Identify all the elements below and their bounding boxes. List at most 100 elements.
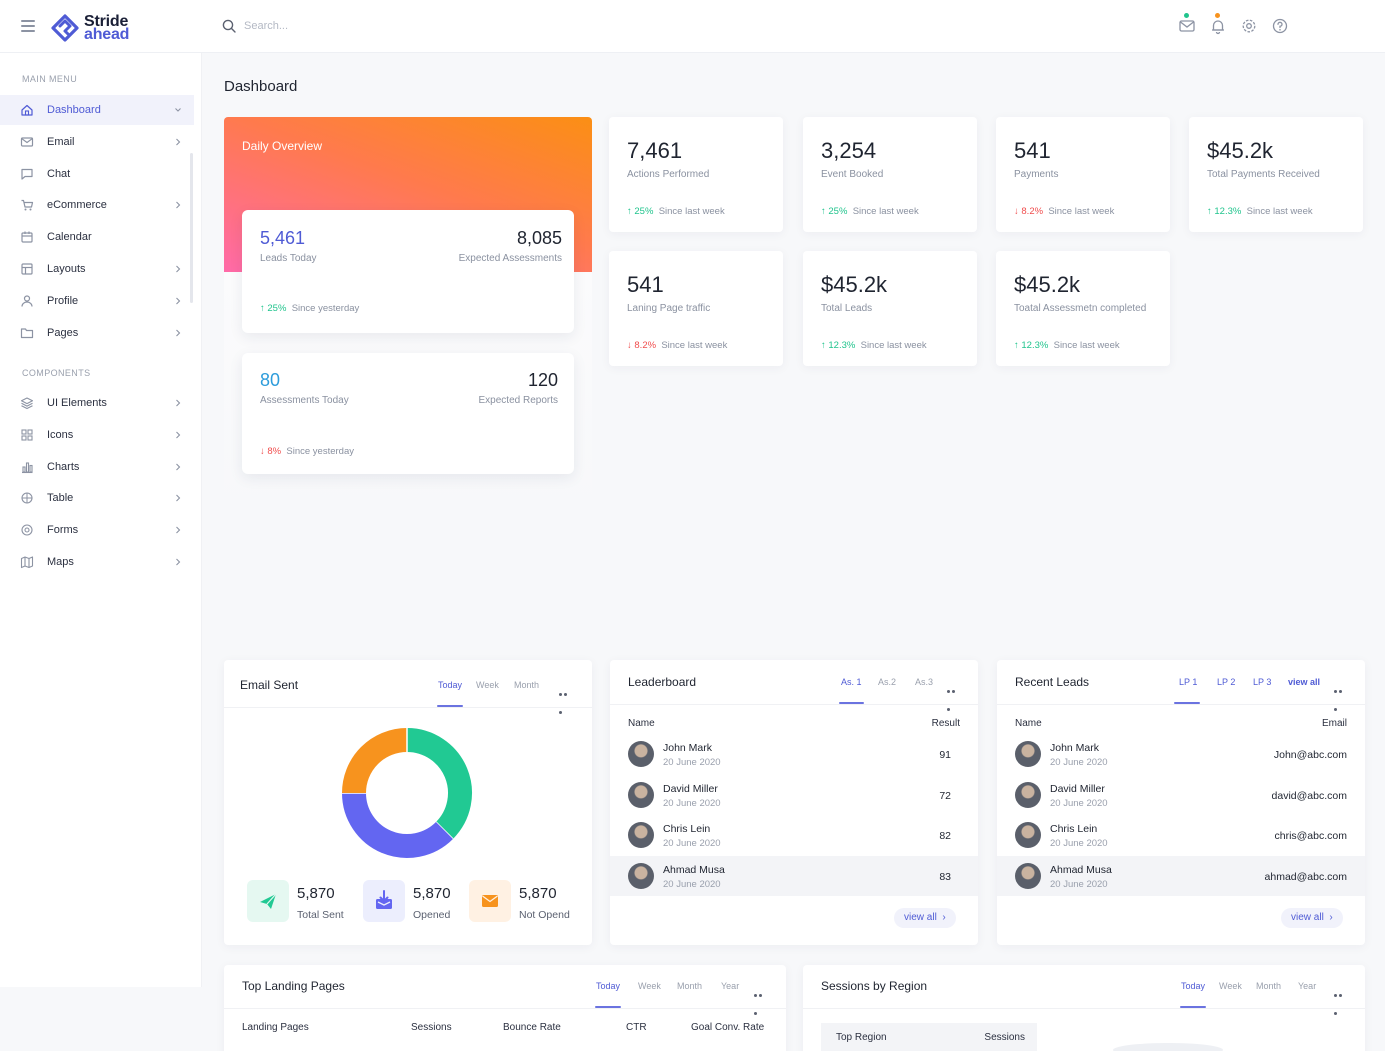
sidebar-item-label: Dashboard [47,104,101,116]
chevron-right-icon [176,399,181,407]
sidebar-item-ecommerce[interactable]: eCommerce [0,190,194,220]
expected-reports-label: Expected Reports [478,395,559,406]
bell-icon[interactable] [1209,17,1227,35]
table-icon [21,492,33,504]
page-title: Dashboard [224,78,298,95]
tab-year[interactable]: Year [1298,981,1317,991]
sidebar-item-dashboard[interactable]: Dashboard [0,95,194,125]
table-row[interactable]: Chris Lein 20 June 2020 82 [610,815,978,855]
table-row[interactable]: John Mark 20 June 2020 91 [610,734,978,774]
view-all-button[interactable]: view all › [894,908,956,928]
table-row[interactable]: Chris Lein 20 June 2020 chris@abc.com [997,815,1365,855]
tab-view-all[interactable]: view all [1288,677,1321,687]
stat-value: $45.2k [821,272,888,297]
tab-as3[interactable]: As.3 [915,677,934,687]
tab-today[interactable]: Today [438,680,463,690]
row-date: 20 June 2020 [663,797,721,809]
stat-trend: ↓ 8.2% Since last week [627,340,727,351]
row-result: 82 [939,830,951,842]
opened-value: 5,870 [413,885,451,902]
sidebar-item-profile[interactable]: Profile [0,286,194,316]
tab-week[interactable]: Week [638,981,661,991]
leaderboard-panel: Leaderboard As. 1 As.2 As.3 Name Result … [610,660,978,945]
sidebar-item-pages[interactable]: Pages [0,318,194,348]
avatar [1015,862,1041,889]
user-icon [21,295,33,307]
trend-text: Since yesterday [291,303,360,314]
tab-today[interactable]: Today [1181,981,1206,991]
assessments-today-label: Assessments Today [260,395,349,406]
tab-month[interactable]: Month [1256,981,1282,991]
sidebar-item-forms[interactable]: Forms [0,515,194,545]
stat-label: Total Payments Received [1207,169,1320,180]
active-tab-indicator [595,1006,621,1008]
active-tab-indicator [437,705,463,707]
sidebar-item-icons[interactable]: Icons [0,420,194,450]
view-all-button[interactable]: view all › [1281,908,1343,928]
avatar [628,822,654,848]
tab-week[interactable]: Week [1219,981,1242,991]
search-input[interactable] [244,16,484,36]
sidebar-item-label: Chat [47,167,71,180]
stat-note: Since last week [1246,206,1313,217]
bell-badge [1215,13,1220,18]
mail-icon[interactable] [1178,17,1196,35]
active-tab-indicator [1180,1006,1206,1008]
sidebar-item-charts[interactable]: Charts [0,452,194,482]
tab-today[interactable]: Today [596,981,621,991]
ctr-column-header: CTR [626,1022,647,1033]
sidebar-item-calendar[interactable]: Calendar [0,222,194,252]
sidebar-item-layouts[interactable]: Layouts [0,254,194,284]
table-row[interactable]: Ahmad Musa 20 June 2020 83 [610,855,978,896]
stat-trend: ↑ 12.3% Since last week [821,340,927,351]
stat-change: 12.3% [828,340,856,351]
trend-down-icon: ↓ [1014,206,1019,217]
more-icon[interactable] [559,683,573,714]
more-icon[interactable] [1334,984,1348,1015]
tab-lp2[interactable]: LP 2 [1217,677,1236,687]
more-icon[interactable] [1334,680,1348,711]
tab-month[interactable]: Month [514,680,540,690]
more-icon[interactable] [754,984,768,1015]
row-date: 20 June 2020 [663,838,721,849]
table-row[interactable]: John Mark 20 June 2020 John@abc.com [997,734,1365,774]
stat-change: 12.3% [1021,340,1049,351]
view-all-label: view all [904,912,937,923]
gear-icon[interactable] [1240,17,1258,35]
tab-month[interactable]: Month [677,981,703,991]
table-row[interactable]: David Miller 20 June 2020 72 [610,775,978,815]
sidebar-scrollbar[interactable] [190,153,193,303]
mail-icon [20,137,34,147]
more-icon[interactable] [947,680,961,711]
sidebar-item-label: Charts [47,460,80,473]
home-icon [21,104,33,116]
sidebar-item-email[interactable]: Email [0,127,194,157]
table-row[interactable]: David Miller 20 June 2020 david@abc.com [997,775,1365,815]
tab-lp1[interactable]: LP 1 [1179,677,1198,687]
total-sent-value: 5,870 [297,885,335,902]
tab-as1[interactable]: As. 1 [841,677,862,687]
stat-label: Payments [1014,169,1059,180]
tab-year[interactable]: Year [721,981,740,991]
stat-change: 12.3% [1214,206,1242,217]
stat-note: Since last week [1053,340,1120,351]
logo-line2: ahead [84,26,130,43]
sidebar-item-chat[interactable]: Chat [0,159,194,189]
stat-value: $45.2k [1014,272,1081,297]
sessions-region-panel: Sessions by Region Today Week Month Year… [803,965,1365,1051]
table-row[interactable]: Ahmad Musa 20 June 2020 ahmad@abc.com [997,855,1365,896]
target-icon [21,524,33,536]
sidebar-item-ui-elements[interactable]: UI Elements [0,388,194,418]
tab-as2[interactable]: As.2 [878,677,897,687]
view-all-label: view all [1291,912,1324,923]
menu-icon[interactable] [21,20,35,32]
stat-trend: ↓ 8.2% Since last week [1014,206,1114,217]
tab-week[interactable]: Week [476,680,499,690]
logo-text: Stride ahead [84,14,130,43]
sidebar-item-maps[interactable]: Maps [0,547,194,577]
help-icon[interactable] [1271,17,1289,35]
sidebar-item-table[interactable]: Table [0,483,194,513]
tab-lp3[interactable]: LP 3 [1253,677,1272,687]
row-name: David Miller [663,782,718,795]
top-header: Stride ahead [0,0,1385,53]
